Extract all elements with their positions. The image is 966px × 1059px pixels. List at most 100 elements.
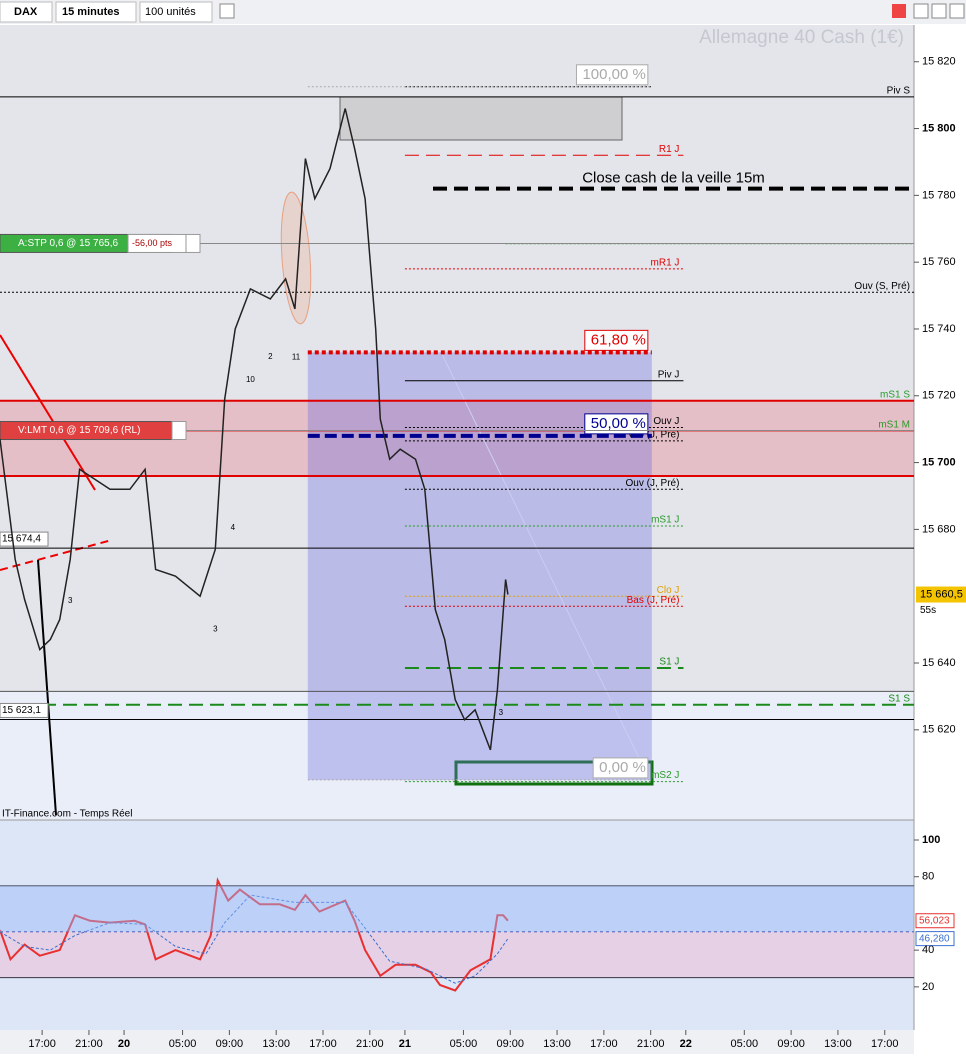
x-tick-label: 17:00 <box>309 1038 337 1050</box>
level-label: Ouv (J, Pré) <box>626 478 680 489</box>
timer: 55s <box>920 605 936 616</box>
rsi-line <box>0 894 509 984</box>
level-label: mR1 J <box>651 257 680 268</box>
level-label: mS1 J <box>651 515 679 526</box>
x-tick-label: 05:00 <box>450 1038 478 1050</box>
trend-line <box>37 559 57 816</box>
x-tick-label: 17:00 <box>590 1038 618 1050</box>
x-tick-label: 17:00 <box>871 1038 899 1050</box>
level-label: Ouv J <box>653 416 679 427</box>
minimize-button[interactable] <box>913 3 929 19</box>
timeframe-select[interactable] <box>55 1 137 23</box>
x-tick-label: 20 <box>118 1038 130 1050</box>
x-tick-label: 17:00 <box>28 1038 56 1050</box>
level-label: Piv J <box>658 369 680 380</box>
y-tick-label: 15 760 <box>922 256 956 268</box>
y-tick-label: 15 620 <box>922 724 956 736</box>
y-tick-label: 15 700 <box>922 456 956 468</box>
y-tick-label: 15 720 <box>922 390 956 402</box>
size-select[interactable] <box>139 1 213 23</box>
level-tag: 15 623,1 <box>2 705 41 716</box>
level-label: S1 J <box>659 657 679 668</box>
symbol-select[interactable] <box>0 1 53 23</box>
fib-label-box <box>584 329 649 351</box>
level-label: mS1 S <box>880 389 910 400</box>
maximize-button[interactable] <box>931 3 947 19</box>
level-label: mS2 J <box>651 770 679 781</box>
rsi-y-tick-label: 40 <box>922 944 934 956</box>
rsi-y-tick-label: 100 <box>922 834 940 846</box>
level-tag: 15 674,4 <box>2 534 41 545</box>
order-close[interactable] <box>185 233 201 253</box>
signal-count: 3 <box>213 625 218 634</box>
rsi-last: 56,023 <box>919 915 950 926</box>
y-tick-label: 15 780 <box>922 189 956 201</box>
fib-label: 0,00 % <box>599 759 646 776</box>
x-tick-label: 05:00 <box>731 1038 759 1050</box>
signal-count: 2 <box>268 352 273 361</box>
x-tick-label: 13:00 <box>543 1038 571 1050</box>
rsi-last: 46,280 <box>919 933 950 944</box>
fib-label-box <box>575 64 649 86</box>
trend-line <box>0 539 113 571</box>
level-label: Bas (J, Pré) <box>627 595 680 606</box>
size[interactable]: 100 unités <box>145 6 196 18</box>
level-label: Close cash de la veille 15m <box>582 170 765 187</box>
settings-button[interactable] <box>219 3 235 19</box>
order-label: V:LMT 0,6 @ 15 709,6 (RL) <box>18 425 140 436</box>
fib-label-box <box>592 757 649 779</box>
level-label: Clo J <box>657 585 680 596</box>
rsi-last-box <box>915 913 955 929</box>
fib-label: 50,00 % <box>591 415 646 432</box>
level-label: mS1 M <box>878 419 910 430</box>
close-button[interactable] <box>949 3 965 19</box>
footer: IT-Finance.com - Temps Réel <box>2 809 132 820</box>
order-label: A:STP 0,6 @ 15 765,6 <box>18 238 118 249</box>
range-box <box>339 96 623 141</box>
last-price-box <box>916 586 966 603</box>
y-tick-label: 15 820 <box>922 56 956 68</box>
rsi-y-tick-label: 20 <box>922 981 934 993</box>
refresh-button[interactable] <box>892 4 906 18</box>
x-tick-label: 05:00 <box>169 1038 197 1050</box>
y-tick-label: 15 680 <box>922 523 956 535</box>
level-label: Clo (J, Pré) <box>629 430 680 441</box>
chart-title: Allemagne 40 Cash (1€) <box>699 27 904 48</box>
fib-label: 61,80 % <box>591 331 646 348</box>
rsi-upper-zone <box>0 885 914 932</box>
order-close[interactable] <box>171 421 187 441</box>
signal-count: 11 <box>292 352 301 361</box>
rsi-last-box <box>915 931 955 947</box>
level-label: S1 S <box>888 693 910 704</box>
price-line <box>0 108 509 751</box>
x-tick-label: 22 <box>680 1038 692 1050</box>
x-tick-label: 21:00 <box>356 1038 384 1050</box>
rsi-line <box>0 877 509 992</box>
y-tick-label: 15 740 <box>922 323 956 335</box>
level-label: Piv S <box>887 85 911 96</box>
target-box <box>454 760 654 786</box>
trend-line <box>0 334 96 491</box>
fib-label-box <box>584 413 649 435</box>
x-tick-label: 13:00 <box>262 1038 290 1050</box>
x-tick-label: 21:00 <box>637 1038 665 1050</box>
x-tick-label: 21:00 <box>75 1038 103 1050</box>
rsi-y-tick-label: 80 <box>922 871 934 883</box>
order-pnl: -56,00 pts <box>132 238 173 248</box>
x-tick-label: 13:00 <box>824 1038 852 1050</box>
level-tag-box <box>0 702 49 718</box>
symbol[interactable]: DAX <box>14 6 38 18</box>
timeframe[interactable]: 15 minutes <box>62 6 119 18</box>
level-label: Ouv (S, Pré) <box>854 281 910 292</box>
x-tick-label: 21 <box>399 1038 411 1050</box>
level-label: R1 J <box>659 144 680 155</box>
rsi-panel <box>0 820 914 1030</box>
signal-count: 3 <box>68 596 73 605</box>
fib-label: 100,00 % <box>582 66 645 83</box>
time-axis <box>0 1030 914 1054</box>
x-tick-label: 09:00 <box>777 1038 805 1050</box>
lower-zone <box>0 691 914 820</box>
x-tick-label: 09:00 <box>216 1038 244 1050</box>
last-price: 15 660,5 <box>920 588 963 600</box>
